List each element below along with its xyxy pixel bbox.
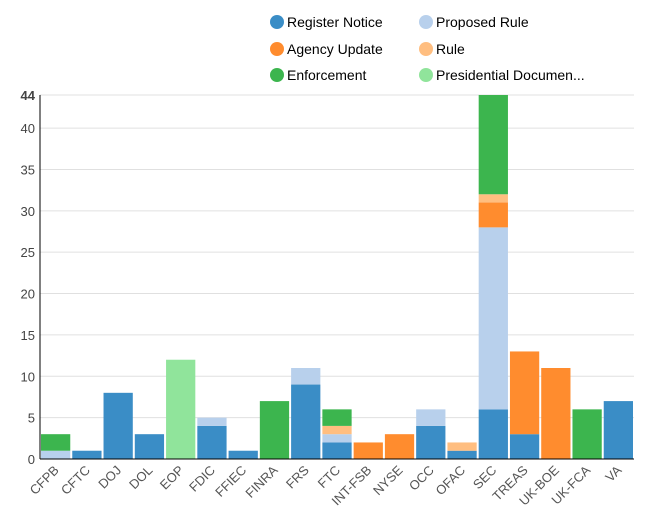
bar-nyse-agency-update[interactable] <box>384 434 415 459</box>
y-tick-label: 30 <box>21 204 35 219</box>
x-tick-label: FINRA <box>242 462 280 500</box>
x-tick-label: DOL <box>126 463 156 493</box>
x-tick-label: FFIEC <box>212 463 249 500</box>
bar-stack-treas[interactable] <box>509 351 540 459</box>
bar-stack-ftc[interactable] <box>322 409 352 459</box>
x-tick-label: NYSE <box>370 462 406 498</box>
x-tick-label: EOP <box>157 463 187 493</box>
legend-label: Agency Update <box>287 41 383 57</box>
y-tick-label: 35 <box>21 162 35 177</box>
bar-occ-register-notice[interactable] <box>416 425 446 459</box>
x-tick-label: CFTC <box>58 463 93 498</box>
x-tick-label: CFPB <box>27 463 62 498</box>
bar-stack-occ[interactable] <box>416 409 446 459</box>
y-axis-ticks: 0 5 10 15 20 25 30 35 40 44 <box>21 88 36 467</box>
legend-marker <box>270 68 284 82</box>
bar-treas-agency-update[interactable] <box>509 351 540 435</box>
bar-stack-ofac[interactable] <box>447 442 477 459</box>
bar-stack-uk-fca[interactable] <box>572 409 602 459</box>
bar-sec-proposed-rule[interactable] <box>478 227 508 410</box>
bar-stack-ffiec[interactable] <box>228 450 258 459</box>
y-tick-label: 0 <box>28 452 35 467</box>
bar-stack-doj[interactable] <box>103 392 133 459</box>
bar-stack-uk-boe[interactable] <box>541 368 571 459</box>
bar-va-register-notice[interactable] <box>603 401 633 459</box>
y-tick-label: 15 <box>21 328 35 343</box>
bar-frs-proposed-rule[interactable] <box>291 368 321 385</box>
bar-doj-register-notice[interactable] <box>103 392 133 459</box>
y-tick-label: 5 <box>28 411 35 426</box>
bar-uk-fca-enforcement[interactable] <box>572 409 602 459</box>
bar-stack-eop[interactable] <box>166 359 196 459</box>
bar-ftc-register-notice[interactable] <box>322 442 352 459</box>
bar-finra-enforcement[interactable] <box>259 401 290 459</box>
legend-item-enforcement[interactable]: Enforcement <box>270 67 366 83</box>
bar-cfpb-proposed-rule[interactable] <box>41 450 71 459</box>
bar-stack-finra[interactable] <box>259 401 290 459</box>
bar-int-fsb-agency-update[interactable] <box>353 442 383 459</box>
y-tick-label: 40 <box>21 121 35 136</box>
legend-label: Presidential Documen... <box>436 67 585 83</box>
x-tick-label: VA <box>602 462 624 484</box>
bar-sec-enforcement[interactable] <box>478 95 508 195</box>
bars <box>41 95 633 459</box>
bar-sec-agency-update[interactable] <box>478 202 508 228</box>
bar-stack-dol[interactable] <box>134 434 165 459</box>
x-tick-label: DOJ <box>95 463 124 492</box>
bar-ffiec-register-notice[interactable] <box>228 450 258 459</box>
legend-item-agency-update[interactable]: Agency Update <box>270 41 383 57</box>
legend-item-register-notice[interactable]: Register Notice <box>270 14 383 30</box>
legend-label: Rule <box>436 41 465 57</box>
bar-cftc-register-notice[interactable] <box>72 450 102 459</box>
y-tick-label: 44 <box>21 88 36 103</box>
bar-eop-presidential-documen[interactable] <box>166 359 196 459</box>
bar-fdic-register-notice[interactable] <box>197 425 227 459</box>
bar-ftc-enforcement[interactable] <box>322 409 352 426</box>
bar-sec-rule[interactable] <box>478 194 508 203</box>
bar-stack-sec[interactable] <box>478 95 508 459</box>
legend-item-presidential-documen[interactable]: Presidential Documen... <box>419 67 585 83</box>
x-tick-label: OFAC <box>433 463 469 499</box>
bar-sec-register-notice[interactable] <box>478 409 508 459</box>
bar-stack-int-fsb[interactable] <box>353 442 383 459</box>
legend-label: Enforcement <box>287 67 366 83</box>
bar-frs-register-notice[interactable] <box>291 384 321 459</box>
bar-stack-cfpb[interactable] <box>41 434 71 459</box>
gridlines <box>40 94 634 419</box>
bar-ftc-rule[interactable] <box>322 425 352 435</box>
bar-cfpb-enforcement[interactable] <box>41 434 71 451</box>
y-tick-label: 10 <box>21 369 35 384</box>
legend-marker <box>270 15 284 29</box>
bar-ofac-rule[interactable] <box>447 442 477 451</box>
y-tick-label: 20 <box>21 287 35 302</box>
bar-ftc-proposed-rule[interactable] <box>322 434 352 443</box>
bar-occ-proposed-rule[interactable] <box>416 409 446 426</box>
legend-label: Proposed Rule <box>436 14 529 30</box>
bar-ofac-register-notice[interactable] <box>447 450 477 459</box>
x-tick-label: FRS <box>283 462 312 491</box>
legend-item-rule[interactable]: Rule <box>419 41 465 57</box>
bar-stack-nyse[interactable] <box>384 434 415 459</box>
bar-uk-boe-agency-update[interactable] <box>541 368 571 459</box>
legend-marker <box>419 42 433 56</box>
y-tick-label: 25 <box>21 245 35 260</box>
bar-fdic-proposed-rule[interactable] <box>197 417 227 426</box>
bar-stack-cftc[interactable] <box>72 450 102 459</box>
legend-item-proposed-rule[interactable]: Proposed Rule <box>419 14 529 30</box>
legend-label: Register Notice <box>287 14 383 30</box>
bar-stack-fdic[interactable] <box>197 417 227 459</box>
bar-treas-register-notice[interactable] <box>509 434 540 459</box>
legend-marker <box>419 15 433 29</box>
chart-legend: Register Notice Proposed Rule Agency Updat… <box>270 14 585 83</box>
bar-dol-register-notice[interactable] <box>134 434 165 459</box>
legend-marker <box>270 42 284 56</box>
bar-stack-va[interactable] <box>603 401 633 459</box>
legend-marker <box>419 68 433 82</box>
bar-stack-frs[interactable] <box>291 368 321 459</box>
x-tick-label: OCC <box>406 463 437 494</box>
